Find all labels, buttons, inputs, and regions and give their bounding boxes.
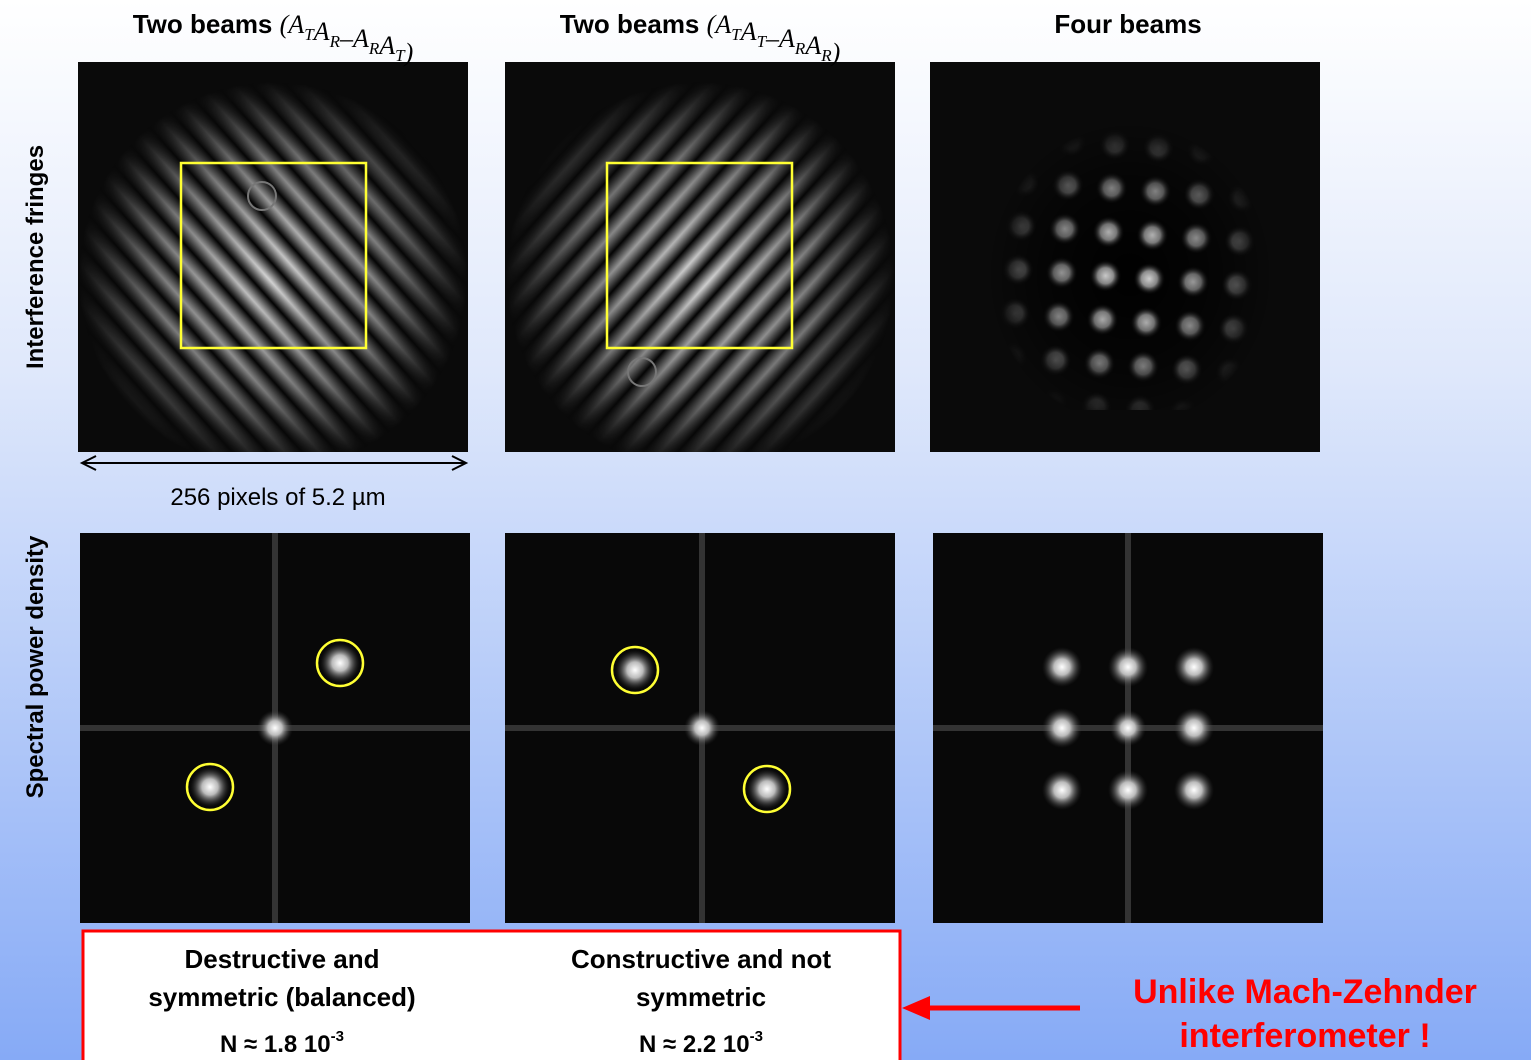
column-title: Four beams <box>1054 9 1201 39</box>
formula-base: A <box>803 31 821 60</box>
row-label: Interference fringes <box>22 145 49 369</box>
row-label: Spectral power density <box>22 535 49 798</box>
formula-operator: – <box>765 24 780 53</box>
result-description: symmetric <box>636 982 766 1012</box>
result-description: Destructive and <box>184 944 379 974</box>
spectrum-image <box>933 533 1323 923</box>
spot <box>1110 710 1146 746</box>
spectrum-image <box>80 533 470 923</box>
formula-paren: ) <box>830 38 841 67</box>
formula-base: A <box>286 10 304 39</box>
formula-base: A <box>777 24 795 53</box>
formula-base: A <box>713 10 731 39</box>
formula-sub: R <box>794 39 806 58</box>
formula-base: A <box>312 17 330 46</box>
exponent: -3 <box>331 1028 344 1045</box>
spot <box>1042 708 1082 748</box>
exponent: -3 <box>750 1028 763 1045</box>
title-text: Four beams <box>1054 9 1201 39</box>
title-text: Two beams <box>133 9 273 39</box>
fringe-image <box>78 62 468 452</box>
formula-paren: ) <box>403 38 414 67</box>
note: interferometer ! <box>1179 1017 1430 1055</box>
spot <box>1108 770 1148 810</box>
formula-base: A <box>351 24 369 53</box>
result-description: Constructive and not <box>571 944 831 974</box>
spot <box>1042 770 1082 810</box>
null-depth: N ≈ 2.2 10-3 <box>639 1028 763 1058</box>
note: Unlike Mach-Zehnder <box>1133 973 1477 1011</box>
formula-sub: R <box>329 32 341 51</box>
formula-base: A <box>377 31 395 60</box>
spot <box>1108 647 1148 687</box>
spot <box>1174 770 1214 810</box>
scale-label: 256 pixels of 5.2 µm <box>170 484 385 511</box>
formula-base: A <box>739 17 757 46</box>
slide: Two beams (ATAR–ARAT)Two beams (ATAT–ARA… <box>0 0 1531 1060</box>
result-description: symmetric (balanced) <box>148 982 415 1012</box>
null-depth-value: N ≈ 2.2 10 <box>639 1031 750 1058</box>
fringe-image <box>505 62 895 452</box>
spot <box>1174 708 1214 748</box>
formula-sub: R <box>368 39 380 58</box>
spot <box>1042 647 1082 687</box>
formula-operator: – <box>339 24 354 53</box>
title-text: Two beams <box>560 9 700 39</box>
formula-sub: R <box>820 46 832 65</box>
spectrum-image <box>505 533 895 923</box>
null-depth-value: N ≈ 1.8 10 <box>220 1031 331 1058</box>
page: Two beams (ATAR–ARAT)Two beams (ATAT–ARA… <box>0 0 1531 1060</box>
spot <box>1174 647 1214 687</box>
fringe-image <box>930 62 1320 452</box>
null-depth: N ≈ 1.8 10-3 <box>220 1028 344 1058</box>
